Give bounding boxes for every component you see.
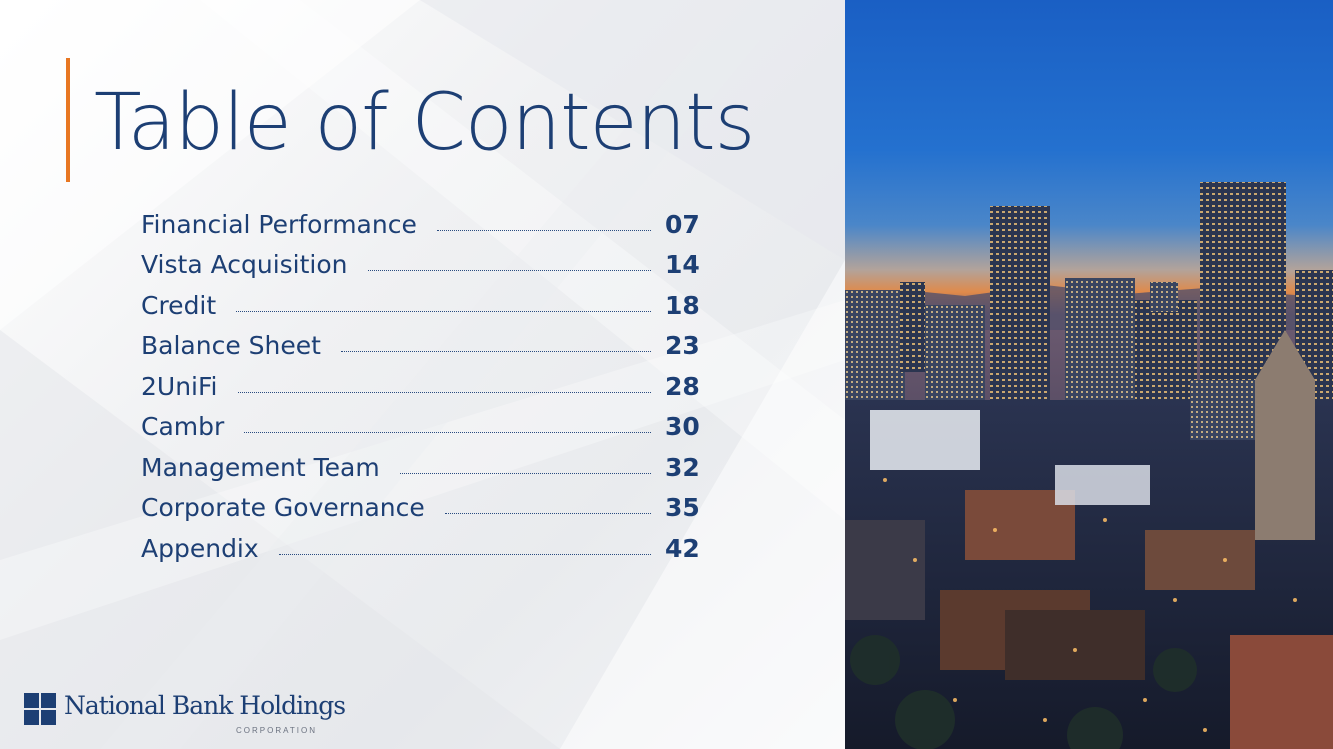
table-of-contents: Financial Performance 07 Vista Acquisiti… [141,204,700,569]
toc-item-balance-sheet[interactable]: Balance Sheet 23 [141,326,700,367]
toc-page-number: 28 [665,371,700,401]
four-squares-icon [24,693,56,725]
toc-item-credit[interactable]: Credit 18 [141,285,700,326]
toc-item-2unifi[interactable]: 2UniFi 28 [141,366,700,407]
toc-dot-leader [244,432,651,434]
toc-page-number: 32 [665,452,700,482]
toc-item-label: Management Team [141,452,380,482]
toc-dot-leader [436,229,651,231]
toc-dot-leader [367,270,651,272]
toc-page-number: 14 [665,250,700,280]
toc-dot-leader [444,513,651,515]
toc-item-appendix[interactable]: Appendix 42 [141,528,700,569]
toc-item-financial-performance[interactable]: Financial Performance 07 [141,204,700,245]
toc-item-label: Corporate Governance [141,493,425,523]
toc-page-number: 23 [665,331,700,361]
toc-item-label: Financial Performance [141,209,417,239]
toc-page-number: 42 [665,533,700,563]
toc-dot-leader [278,553,651,555]
logo-company-subtitle: CORPORATION [236,726,317,735]
faceted-background [0,0,845,749]
toc-page-number: 35 [665,493,700,523]
toc-item-label: 2UniFi [141,371,218,401]
logo-wordmark: National Bank Holdings CORPORATION [64,691,346,735]
toc-page-number: 30 [665,412,700,442]
logo-company-name: National Bank Holdings [64,691,346,720]
title-accent-bar [66,58,70,182]
toc-item-label: Cambr [141,412,225,442]
toc-page-number: 07 [665,209,700,239]
toc-item-label: Vista Acquisition [141,250,348,280]
toc-item-label: Appendix [141,533,259,563]
toc-dot-leader [399,472,651,474]
content-panel: Table of Contents Financial Performance … [0,0,845,749]
toc-dot-leader [340,351,651,353]
toc-item-label: Credit [141,290,217,320]
toc-item-cambr[interactable]: Cambr 30 [141,407,700,448]
company-logo: National Bank Holdings CORPORATION [24,691,346,741]
page-title: Table of Contents [94,78,755,168]
toc-dot-leader [237,391,651,393]
toc-item-label: Balance Sheet [141,331,321,361]
toc-page-number: 18 [665,290,700,320]
toc-dot-leader [236,310,651,312]
toc-item-vista-acquisition[interactable]: Vista Acquisition 14 [141,245,700,286]
toc-item-management-team[interactable]: Management Team 32 [141,447,700,488]
toc-item-corporate-governance[interactable]: Corporate Governance 35 [141,488,700,529]
city-skyline-photo [845,0,1333,749]
